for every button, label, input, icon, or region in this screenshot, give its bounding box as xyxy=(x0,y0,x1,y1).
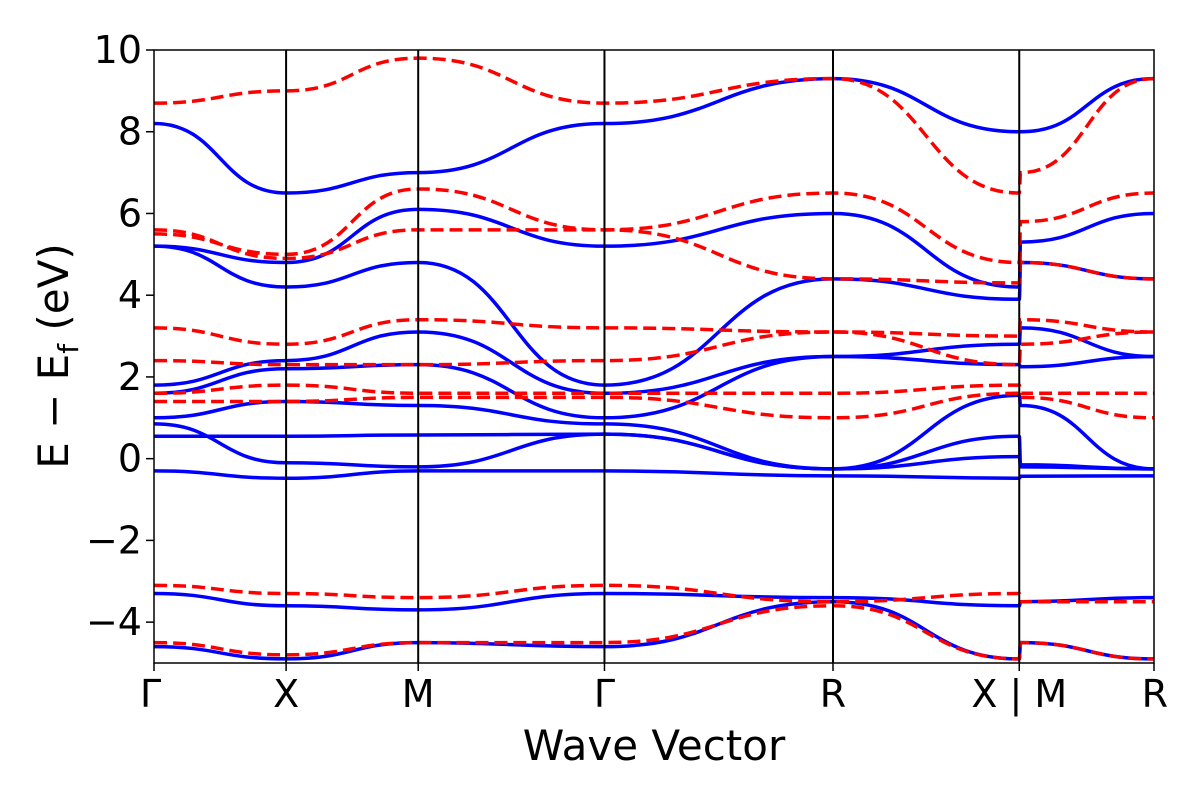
x-tick-label: R xyxy=(820,672,846,716)
y-axis-title: E − Ef (eV) xyxy=(29,243,85,469)
band-solid-10 xyxy=(154,599,1154,661)
x-tick-label: R xyxy=(1142,672,1168,716)
band-dashed-19 xyxy=(154,604,1154,661)
series-layer xyxy=(154,56,1154,661)
band-dashed-11 xyxy=(154,391,1154,420)
x-tick-label: Γ xyxy=(140,672,161,716)
y-tick-label: 4 xyxy=(118,273,142,317)
band-solid-0 xyxy=(154,469,1154,481)
y-axis-ticks: −4 −2 0 2 4 6 8 10 xyxy=(86,28,154,644)
band-dashed-13 xyxy=(154,330,1154,367)
y-tick-label: 10 xyxy=(94,28,142,72)
band-solid-3 xyxy=(154,393,1154,471)
y-tick-label: 6 xyxy=(118,191,142,235)
x-tick-label: X | M xyxy=(971,672,1067,717)
y-axis-title-subscript: f xyxy=(52,343,85,354)
x-axis-ticks: Γ X M Γ R X | M R xyxy=(140,663,1168,717)
x-tick-label: X xyxy=(273,672,299,716)
y-tick-label: 8 xyxy=(118,110,142,154)
band-solid-9 xyxy=(154,591,1154,612)
band-dashed-14 xyxy=(154,317,1154,346)
x-tick-label: Γ xyxy=(594,672,615,716)
band-dashed-17 xyxy=(154,56,1154,195)
x-tick-label: M xyxy=(402,672,435,716)
y-axis-title-unit: (eV) xyxy=(29,243,78,344)
x-axis-title: Wave Vector xyxy=(523,721,786,770)
band-solid-8 xyxy=(154,76,1154,195)
plot-frame xyxy=(153,49,1155,664)
band-solid-7 xyxy=(154,207,1154,289)
y-axis-title-main: E − E xyxy=(29,354,78,469)
band-dashed-16 xyxy=(154,187,1154,285)
y-tick-label: 0 xyxy=(118,437,142,481)
y-tick-label: −2 xyxy=(86,518,142,562)
band-dashed-15 xyxy=(154,191,1154,265)
band-dashed-12 xyxy=(154,383,1154,396)
high-symmetry-lines xyxy=(285,50,1021,663)
y-tick-label: −4 xyxy=(86,600,142,644)
band-solid-2 xyxy=(154,422,1154,471)
y-tick-label: 2 xyxy=(118,355,142,399)
